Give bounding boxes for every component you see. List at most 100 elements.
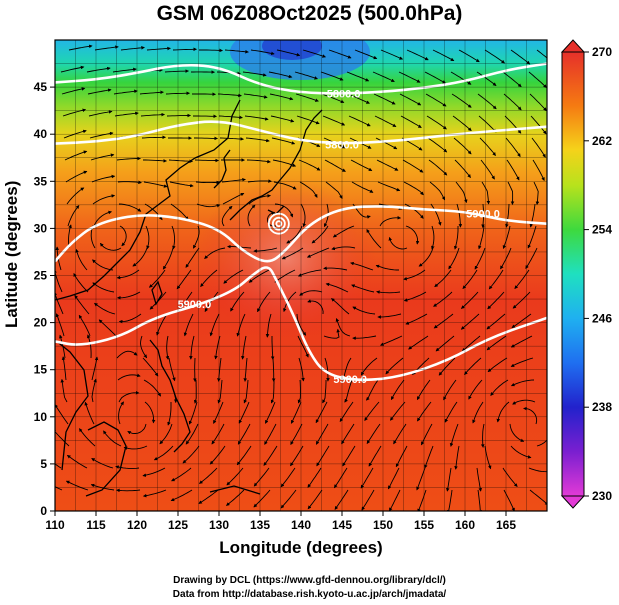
streamline-arrow	[398, 71, 421, 83]
streamline-arrow	[527, 225, 537, 249]
streamline-arrow	[172, 47, 197, 52]
x-tick-label: 155	[414, 518, 434, 532]
streamline-arrow	[311, 225, 329, 244]
streamline-arrow	[395, 445, 408, 468]
streamline-arrow	[132, 247, 148, 267]
cold-anomaly-core	[262, 40, 322, 60]
streamline-arrow	[456, 203, 463, 228]
streamline-arrow	[434, 269, 452, 288]
streamline-arrow	[477, 93, 497, 110]
streamline-arrow	[193, 379, 198, 404]
streamline-arrow	[427, 137, 448, 153]
streamline-arrow	[344, 379, 353, 403]
x-tick-label: 115	[86, 518, 106, 532]
streamline-arrow	[529, 93, 547, 112]
streamline-arrow	[532, 159, 545, 182]
streamline-arrow	[67, 205, 80, 227]
streamline-arrow	[123, 445, 148, 450]
streamline-arrow	[100, 242, 122, 251]
streamline-arrow	[143, 159, 167, 163]
y-axis-ticks: 0 5 10 15 20 25 30 35 40 45	[34, 80, 55, 518]
streamline-arrow	[377, 181, 401, 192]
streamline-arrow	[443, 379, 457, 401]
coastline-taiwan	[151, 280, 163, 306]
streamline-arrow	[325, 181, 343, 200]
y-tick-label: 40	[34, 127, 48, 141]
streamline-arrow	[237, 423, 251, 445]
streamline-arrow	[280, 489, 297, 509]
streamline-arrow	[377, 313, 402, 319]
streamline-arrow	[60, 65, 85, 73]
streamline-arrow	[375, 137, 398, 150]
x-axis-label: Longitude (degrees)	[219, 538, 383, 557]
streamline-arrow	[530, 115, 547, 135]
colorbar-ticks: 230 238 246 254 262 270	[584, 45, 612, 503]
streamline-arrow	[243, 379, 249, 404]
streamline-arrow	[55, 291, 64, 315]
x-tick-label: 140	[291, 518, 311, 532]
streamline-arrow	[454, 445, 460, 470]
typhoon-ring	[267, 212, 290, 235]
streamline-arrow	[402, 159, 424, 173]
x-tick-label: 110	[45, 518, 65, 532]
streamline-arrow	[299, 181, 318, 198]
streamline-arrow	[116, 156, 141, 161]
streamline-arrow	[403, 269, 426, 281]
streamline-arrow	[297, 379, 302, 404]
streamline-arrow	[68, 44, 93, 51]
streamline-arrow	[364, 401, 380, 421]
grid-lines	[54, 39, 548, 512]
streamline-arrow	[352, 335, 377, 341]
credit-drawing: Drawing by DCL (https://www.gfd-dennou.o…	[173, 575, 446, 586]
streamline-arrow	[263, 445, 278, 466]
streamline-arrow	[198, 489, 219, 504]
streamline-arrow	[113, 89, 138, 95]
streamline-arrow	[94, 45, 119, 51]
streamline-arrow	[321, 93, 345, 104]
streamline-arrow	[209, 313, 220, 337]
streamline-arrow	[449, 423, 459, 447]
streamline-arrow	[144, 401, 156, 424]
streamline-arrow	[438, 357, 456, 376]
streamline-arrow	[346, 71, 370, 82]
colorbar-tick-label: 254	[592, 223, 612, 237]
streamline-arrow	[265, 313, 272, 338]
streamline-arrow	[488, 269, 504, 290]
streamline-arrow	[325, 282, 349, 293]
streamline-arrow	[274, 203, 294, 218]
streamline-arrow	[428, 159, 448, 176]
streamline-arrow	[307, 489, 323, 510]
streamline-arrow	[286, 225, 303, 244]
streamline-arrow	[348, 115, 371, 127]
streamline-arrow	[373, 93, 396, 105]
streamline-arrow	[478, 225, 485, 250]
streamline-arrow	[91, 378, 97, 403]
streamline-arrow	[432, 49, 455, 62]
y-tick-label: 20	[34, 316, 48, 330]
streamline-arrow	[145, 225, 150, 250]
streamline-arrow	[236, 313, 246, 337]
streamline-arrow	[112, 67, 137, 73]
streamline-arrow	[430, 203, 442, 226]
streamline-arrow	[297, 335, 309, 358]
colorbar-tick-label: 238	[592, 400, 612, 414]
streamline-arrow	[389, 489, 401, 511]
streamline-arrow	[350, 159, 373, 172]
streamline-arrow	[189, 335, 195, 360]
streamline-arrow	[417, 489, 427, 511]
streamline-arrow	[390, 401, 406, 421]
streamline-arrow	[118, 203, 142, 212]
streamline-arrow	[486, 335, 507, 351]
streamline-arrow	[79, 428, 96, 447]
streamline-arrow	[270, 115, 295, 123]
streamline-arrow	[171, 467, 192, 482]
streamline-arrow	[424, 71, 447, 84]
streamline-arrow	[153, 445, 174, 461]
x-tick-label: 120	[127, 518, 147, 532]
streamline-arrow	[476, 71, 497, 86]
streamline-arrow	[403, 181, 424, 196]
streamline-arrow	[213, 401, 224, 424]
contour-line	[55, 120, 547, 145]
